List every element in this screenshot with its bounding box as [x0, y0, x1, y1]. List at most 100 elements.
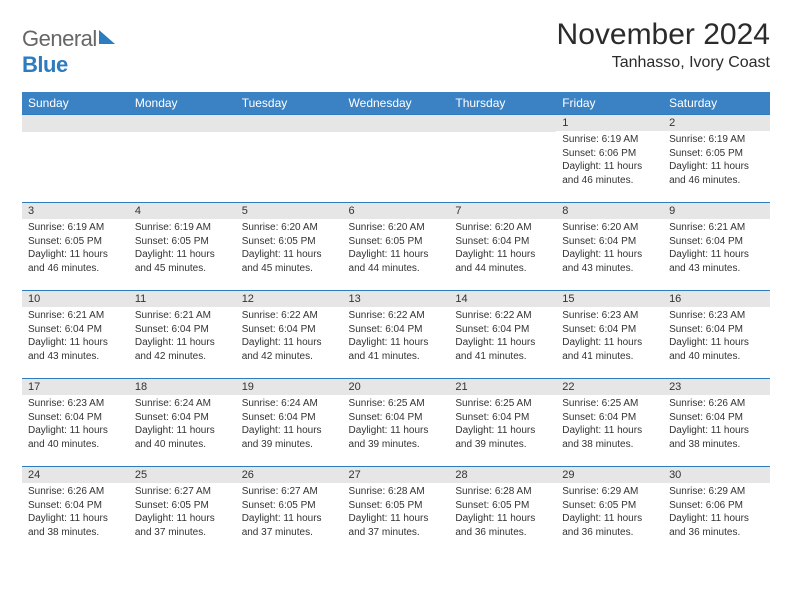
sunrise-line: Sunrise: 6:19 AM: [562, 133, 657, 147]
day-info: Sunrise: 6:22 AMSunset: 6:04 PMDaylight:…: [236, 309, 343, 367]
day-info: Sunrise: 6:22 AMSunset: 6:04 PMDaylight:…: [343, 309, 450, 367]
daylight-line: Daylight: 11 hours and 41 minutes.: [349, 336, 444, 363]
sunrise-line: Sunrise: 6:25 AM: [455, 397, 550, 411]
sunrise-line: Sunrise: 6:24 AM: [242, 397, 337, 411]
sunrise-line: Sunrise: 6:28 AM: [455, 485, 550, 499]
day-info: Sunrise: 6:23 AMSunset: 6:04 PMDaylight:…: [22, 397, 129, 455]
day-info: Sunrise: 6:23 AMSunset: 6:04 PMDaylight:…: [663, 309, 770, 367]
day-info: Sunrise: 6:25 AMSunset: 6:04 PMDaylight:…: [343, 397, 450, 455]
daylight-line: Daylight: 11 hours and 40 minutes.: [135, 424, 230, 451]
sunrise-line: Sunrise: 6:19 AM: [669, 133, 764, 147]
logo-text: General Blue: [22, 26, 119, 78]
sunrise-line: Sunrise: 6:25 AM: [562, 397, 657, 411]
logo: General Blue: [22, 18, 119, 78]
day-info: Sunrise: 6:26 AMSunset: 6:04 PMDaylight:…: [22, 485, 129, 543]
calendar-cell: 9 Sunrise: 6:21 AMSunset: 6:04 PMDaylight…: [663, 203, 770, 291]
sunrise-line: Sunrise: 6:20 AM: [242, 221, 337, 235]
sunset-line: Sunset: 6:06 PM: [669, 499, 764, 513]
calendar-cell: 2Sunrise: 6:19 AMSunset: 6:05 PMDaylight…: [663, 115, 770, 203]
day-info: Sunrise: 6:21 AMSunset: 6:04 PMDaylight:…: [663, 221, 770, 279]
day-number: 2: [663, 115, 770, 131]
day-number: 17: [22, 379, 129, 395]
sunrise-line: Sunrise: 6:22 AM: [455, 309, 550, 323]
sunset-line: Sunset: 6:04 PM: [562, 411, 657, 425]
header: General Blue November 2024 Tanhasso, Ivo…: [22, 18, 770, 78]
daylight-line: Daylight: 11 hours and 37 minutes.: [349, 512, 444, 539]
day-number: 25: [129, 467, 236, 483]
calendar-cell: 4Sunrise: 6:19 AMSunset: 6:05 PMDaylight…: [129, 203, 236, 291]
daylight-line: Daylight: 11 hours and 45 minutes.: [242, 248, 337, 275]
calendar-cell: 27 Sunrise: 6:28 AMSunset: 6:05 PMDayligh…: [343, 467, 450, 555]
day-number-bar: [22, 115, 129, 132]
day-info: Sunrise: 6:24 AMSunset: 6:04 PMDaylight:…: [236, 397, 343, 455]
month-title: November 2024: [557, 18, 770, 52]
calendar-cell: 16 Sunrise: 6:23 AMSunset: 6:04 PMDayligh…: [663, 291, 770, 379]
day-info: Sunrise: 6:20 AMSunset: 6:04 PMDaylight:…: [449, 221, 556, 279]
day-number: 27: [343, 467, 450, 483]
calendar-cell: 15Sunrise: 6:23 AMSunset: 6:04 PMDayligh…: [556, 291, 663, 379]
day-number: 21: [449, 379, 556, 395]
calendar-row: 10Sunrise: 6:21 AMSunset: 6:04 PMDayligh…: [22, 291, 770, 379]
day-number: 23: [663, 379, 770, 395]
calendar-cell: 3 Sunrise: 6:19 AMSunset: 6:05 PMDaylight…: [22, 203, 129, 291]
day-info: Sunrise: 6:22 AMSunset: 6:04 PMDaylight:…: [449, 309, 556, 367]
calendar-table: Sunday Monday Tuesday Wednesday Thursday…: [22, 92, 770, 555]
daylight-line: Daylight: 11 hours and 36 minutes.: [455, 512, 550, 539]
calendar-cell: 26 Sunrise: 6:27 AMSunset: 6:05 PMDayligh…: [236, 467, 343, 555]
sunrise-line: Sunrise: 6:20 AM: [562, 221, 657, 235]
sail-icon: [97, 26, 119, 52]
day-info: Sunrise: 6:24 AMSunset: 6:04 PMDaylight:…: [129, 397, 236, 455]
sunrise-line: Sunrise: 6:22 AM: [349, 309, 444, 323]
logo-general: General: [22, 26, 97, 51]
sunset-line: Sunset: 6:04 PM: [669, 235, 764, 249]
weekday-header: Saturday: [663, 92, 770, 115]
sunset-line: Sunset: 6:05 PM: [562, 499, 657, 513]
day-info: Sunrise: 6:20 AMSunset: 6:05 PMDaylight:…: [343, 221, 450, 279]
daylight-line: Daylight: 11 hours and 43 minutes.: [28, 336, 123, 363]
sunset-line: Sunset: 6:05 PM: [242, 235, 337, 249]
sunset-line: Sunset: 6:04 PM: [349, 411, 444, 425]
sunset-line: Sunset: 6:04 PM: [669, 411, 764, 425]
daylight-line: Daylight: 11 hours and 41 minutes.: [562, 336, 657, 363]
sunset-line: Sunset: 6:05 PM: [669, 147, 764, 161]
day-number: 11: [129, 291, 236, 307]
day-number: 16: [663, 291, 770, 307]
sunset-line: Sunset: 6:04 PM: [135, 323, 230, 337]
daylight-line: Daylight: 11 hours and 40 minutes.: [669, 336, 764, 363]
day-number: 29: [556, 467, 663, 483]
calendar-cell: 23 Sunrise: 6:26 AMSunset: 6:04 PMDayligh…: [663, 379, 770, 467]
day-info: Sunrise: 6:19 AMSunset: 6:05 PMDaylight:…: [22, 221, 129, 279]
sunset-line: Sunset: 6:04 PM: [562, 323, 657, 337]
calendar-row: 24 Sunrise: 6:26 AMSunset: 6:04 PMDayligh…: [22, 467, 770, 555]
day-number: 26: [236, 467, 343, 483]
calendar-cell: 17 Sunrise: 6:23 AMSunset: 6:04 PMDayligh…: [22, 379, 129, 467]
day-info: Sunrise: 6:26 AMSunset: 6:04 PMDaylight:…: [663, 397, 770, 455]
calendar-cell: 18Sunrise: 6:24 AMSunset: 6:04 PMDayligh…: [129, 379, 236, 467]
calendar-cell: 1Sunrise: 6:19 AMSunset: 6:06 PMDaylight…: [556, 115, 663, 203]
day-number-bar: [236, 115, 343, 132]
daylight-line: Daylight: 11 hours and 38 minutes.: [669, 424, 764, 451]
day-info: Sunrise: 6:27 AMSunset: 6:05 PMDaylight:…: [236, 485, 343, 543]
day-number: 24: [22, 467, 129, 483]
day-number: 30: [663, 467, 770, 483]
weekday-header: Friday: [556, 92, 663, 115]
sunset-line: Sunset: 6:04 PM: [28, 323, 123, 337]
day-number-bar: [129, 115, 236, 132]
calendar-cell: 29Sunrise: 6:29 AMSunset: 6:05 PMDayligh…: [556, 467, 663, 555]
daylight-line: Daylight: 11 hours and 41 minutes.: [455, 336, 550, 363]
calendar-cell: [449, 115, 556, 203]
day-number: 3: [22, 203, 129, 219]
calendar-cell: 10Sunrise: 6:21 AMSunset: 6:04 PMDayligh…: [22, 291, 129, 379]
daylight-line: Daylight: 11 hours and 42 minutes.: [242, 336, 337, 363]
calendar-cell: 19Sunrise: 6:24 AMSunset: 6:04 PMDayligh…: [236, 379, 343, 467]
day-number: 9: [663, 203, 770, 219]
day-info: Sunrise: 6:19 AMSunset: 6:05 PMDaylight:…: [129, 221, 236, 279]
sunrise-line: Sunrise: 6:29 AM: [562, 485, 657, 499]
weekday-header: Monday: [129, 92, 236, 115]
weekday-header: Wednesday: [343, 92, 450, 115]
sunset-line: Sunset: 6:04 PM: [135, 411, 230, 425]
calendar-cell: 24 Sunrise: 6:26 AMSunset: 6:04 PMDayligh…: [22, 467, 129, 555]
sunrise-line: Sunrise: 6:28 AM: [349, 485, 444, 499]
sunrise-line: Sunrise: 6:21 AM: [669, 221, 764, 235]
day-info: Sunrise: 6:28 AMSunset: 6:05 PMDaylight:…: [343, 485, 450, 543]
